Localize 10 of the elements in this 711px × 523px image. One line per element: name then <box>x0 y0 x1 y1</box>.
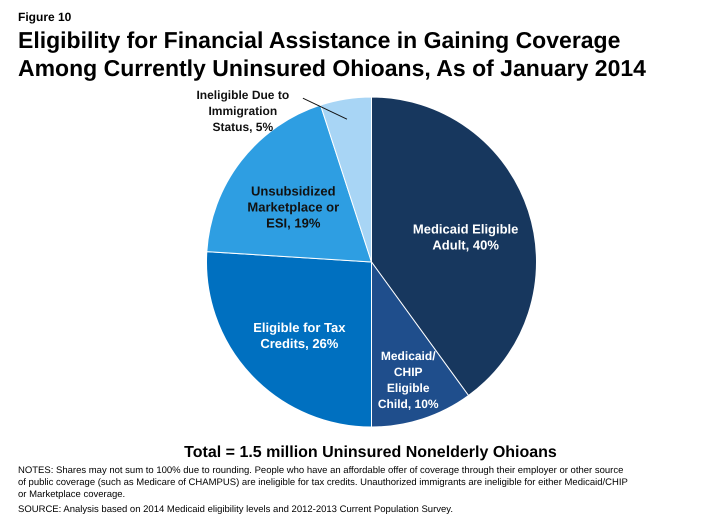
text: Figure 10 <box>18 10 72 24</box>
chart-title: Eligibility for Financial Assistance in Gaining Coverage Among Currently Uninsured Ohioans, As of January 2014 <box>18 26 647 82</box>
slice-label: Medicaid/CHIP Eligible Child, 10% <box>378 348 439 411</box>
slice-label: Medicaid Eligible Adult, 40% <box>412 221 518 252</box>
slice-label: Unsubsidized Marketplace or ESI, 19% <box>247 183 340 230</box>
text: Total = 1.5 million Uninsured Nonelderly Ohioans <box>183 444 558 462</box>
text: NOTES: Shares may not sum to 100% due to rounding. People who have an affordable offer of coverage through their employer or other source of public coverage (such as Medicare of CHAMPUS) are ineligible for tax credits. Unauthorized immigrants are ineligible for either Medicaid/CHIP or Marketplace coverage. <box>18 465 628 501</box>
slice-label: Ineligible Due to Immigration Status, 5% <box>196 88 290 134</box>
slice-label: Eligible for Tax Credits, 26% <box>253 320 346 351</box>
source-note: SOURCE: Analysis based on 2014 Medicaid eligibility levels and 2012-2013 Current Population Survey. <box>18 504 454 516</box>
